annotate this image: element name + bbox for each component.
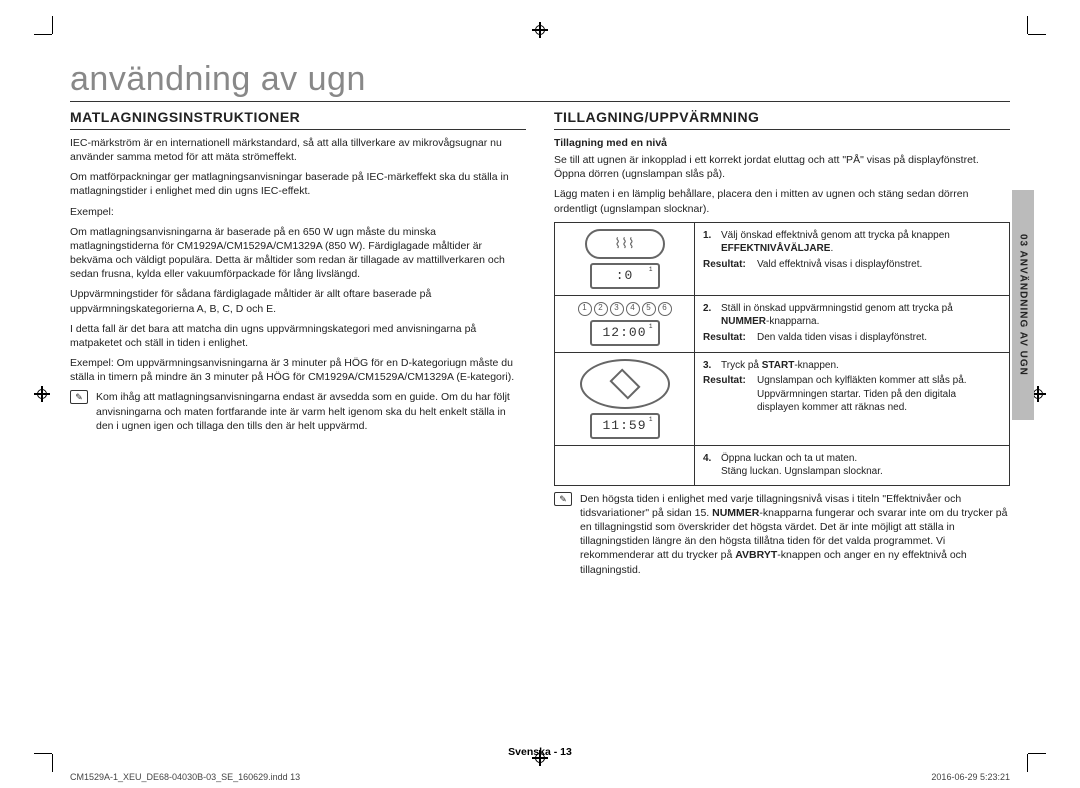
num-key: 4	[626, 302, 640, 316]
step-text: 1. Välj önskad effektnivå genom att tryc…	[695, 223, 1009, 295]
body-text: IEC-märkström är en internationell märks…	[70, 136, 526, 164]
body-text: Uppvärmningstider för sådana färdiglagad…	[70, 287, 526, 315]
step-text: 4. Öppna luckan och ta ut maten. Stäng l…	[695, 446, 1009, 485]
page-content: användning av ugn 03 ANVÄNDNING AV UGN M…	[70, 60, 1010, 748]
note-icon: ✎	[554, 492, 572, 506]
body-text: Lägg maten i en lämplig behållare, place…	[554, 187, 1010, 215]
start-button-icon	[580, 359, 670, 409]
number-keys-icon: 1 2 3 4 5 6	[578, 302, 672, 316]
steps-table: ⌇⌇⌇ :0 1. Välj önskad effektnivå genom a…	[554, 222, 1010, 486]
step-line: Tryck på START-knappen.	[721, 359, 839, 373]
footer-filename: CM1529A-1_XEU_DE68-04030B-03_SE_160629.i…	[70, 772, 300, 782]
registration-mark	[532, 22, 548, 38]
step-row: ⌇⌇⌇ :0 1. Välj önskad effektnivå genom a…	[555, 223, 1009, 295]
step-illustration: 1 2 3 4 5 6 12:00	[555, 296, 695, 352]
body-text: I detta fall är det bara att matcha din …	[70, 322, 526, 350]
display-readout: :0	[590, 263, 660, 289]
result-text: Den valda tiden visas i displayfönstret.	[757, 331, 927, 345]
step-illustration	[555, 446, 695, 485]
step-illustration: 11:59	[555, 353, 695, 445]
step-number: 2.	[703, 302, 715, 329]
step-number: 1.	[703, 229, 715, 256]
body-text: Om matlagningsanvisningarna är baserade …	[70, 225, 526, 282]
note-icon: ✎	[70, 390, 88, 404]
footnote-block: ✎ Den högsta tiden i enlighet med varje …	[554, 492, 1010, 577]
num-key: 6	[658, 302, 672, 316]
display-readout: 12:00	[590, 320, 660, 346]
result-text: Ugnslampan och kylfläkten kommer att slå…	[757, 374, 1001, 415]
step-row: 4. Öppna luckan och ta ut maten. Stäng l…	[555, 445, 1009, 485]
result-label: Resultat:	[703, 374, 751, 415]
body-text: Exempel:	[70, 205, 526, 219]
num-key: 5	[642, 302, 656, 316]
step-text: 2. Ställ in önskad uppvärmningstid genom…	[695, 296, 1009, 352]
footer-timestamp: 2016-06-29 5:23:21	[931, 772, 1010, 782]
num-key: 1	[578, 302, 592, 316]
power-level-icon: ⌇⌇⌇	[585, 229, 665, 259]
note-text: Kom ihåg att matlagningsanvisningarna en…	[96, 390, 526, 433]
crop-mark	[1010, 34, 1028, 52]
crop-mark	[1010, 736, 1028, 754]
num-key: 3	[610, 302, 624, 316]
right-column: TILLAGNING/UPPVÄRMNING Tillagning med en…	[554, 108, 1010, 577]
body-text: Exempel: Om uppvärmningsanvisningarna är…	[70, 356, 526, 384]
crop-mark	[52, 736, 70, 754]
result-text: Vald effektnivå visas i displayfönstret.	[757, 258, 922, 272]
print-footer: CM1529A-1_XEU_DE68-04030B-03_SE_160629.i…	[0, 772, 1080, 782]
step-row: 1 2 3 4 5 6 12:00 2. Stäl	[555, 295, 1009, 352]
body-text: Om matförpackningar ger matlagningsanvis…	[70, 170, 526, 198]
body-text: Se till att ugnen är inkopplad i ett kor…	[554, 153, 1010, 181]
num-key: 2	[594, 302, 608, 316]
display-readout: 11:59	[590, 413, 660, 439]
step-text: 3. Tryck på START-knappen. Resultat: Ugn…	[695, 353, 1009, 445]
page-footer-center: Svenska - 13	[70, 746, 1010, 758]
footnote-text: Den högsta tiden i enlighet med varje ti…	[580, 492, 1010, 577]
step-row: 11:59 3. Tryck på START-knappen. Resulta…	[555, 352, 1009, 445]
crop-mark	[52, 34, 70, 52]
note-block: ✎ Kom ihåg att matlagningsanvisningarna …	[70, 390, 526, 433]
step-number: 3.	[703, 359, 715, 373]
chapter-title: användning av ugn	[70, 60, 1010, 102]
step-line: Öppna luckan och ta ut maten. Stäng luck…	[721, 452, 883, 479]
registration-mark	[34, 386, 50, 402]
left-heading: MATLAGNINGSINSTRUKTIONER	[70, 108, 526, 130]
left-column: MATLAGNINGSINSTRUKTIONER IEC-märkström ä…	[70, 108, 526, 577]
step-number: 4.	[703, 452, 715, 479]
sidebar-section-tab: 03 ANVÄNDNING AV UGN	[1012, 190, 1034, 420]
step-line: Välj önskad effektnivå genom att trycka …	[721, 229, 1001, 256]
result-label: Resultat:	[703, 331, 751, 345]
step-line: Ställ in önskad uppvärmningstid genom at…	[721, 302, 1001, 329]
result-label: Resultat:	[703, 258, 751, 272]
step-illustration: ⌇⌇⌇ :0	[555, 223, 695, 295]
right-heading: TILLAGNING/UPPVÄRMNING	[554, 108, 1010, 130]
sub-heading: Tillagning med en nivå	[554, 136, 1010, 150]
